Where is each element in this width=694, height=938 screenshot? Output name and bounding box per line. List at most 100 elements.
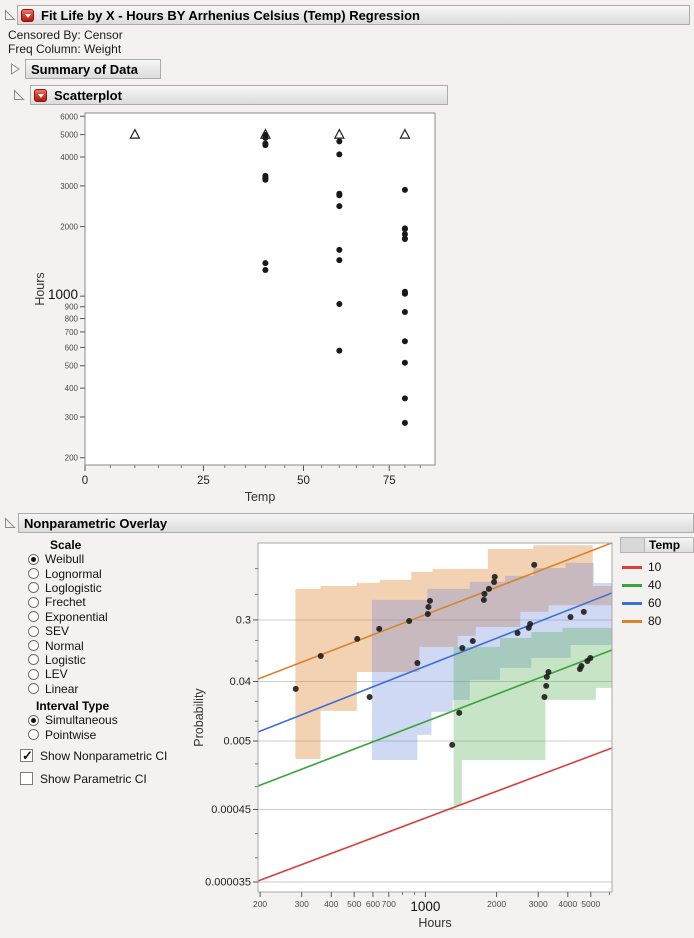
radio-label: LEV [45,667,68,682]
disclosure-open-icon[interactable] [4,517,16,529]
svg-text:600: 600 [65,343,79,352]
svg-text:4000: 4000 [60,153,78,162]
svg-text:4000: 4000 [558,899,577,909]
red-triangle-menu-icon[interactable] [34,88,47,102]
legend-item-80: 80 [620,612,694,630]
svg-text:800: 800 [65,315,79,324]
censored-marker [333,128,345,139]
radio-scale-loglogistic[interactable]: Loglogistic [28,581,108,595]
radio-icon[interactable] [28,568,39,580]
svg-text:600: 600 [366,899,380,909]
svg-text:300: 300 [295,899,309,909]
checkbox-checked-icon[interactable] [20,748,33,764]
ci-band-temp-80 [295,545,612,759]
radio-icon[interactable] [28,654,39,666]
svg-text:0.3: 0.3 [236,614,251,626]
interval-type-heading: Interval Type [36,699,110,713]
svg-text:400: 400 [324,899,338,909]
radio-icon[interactable] [28,582,39,594]
radio-icon[interactable] [28,729,39,741]
checkbox-unchecked-icon[interactable] [20,772,33,785]
svg-text:200: 200 [65,454,79,463]
svg-text:2000: 2000 [60,223,78,232]
svg-text:6000: 6000 [60,112,78,121]
radio-scale-sev[interactable]: SEV [28,624,108,638]
probability-axes: 0.3 0.04 0.005 0.00045 0.000035 200 300 400 500 6… [205,568,610,914]
radio-icon[interactable] [28,640,39,652]
legend-line-swatch [622,619,642,623]
fit-line-temp-80 [257,542,613,680]
svg-text:0.000035: 0.000035 [205,876,251,888]
radio-scale-exponential[interactable]: Exponential [28,610,108,624]
radio-scale-lognormal[interactable]: Lognormal [28,566,108,581]
scatter-xlabel: Temp [245,490,276,504]
radio-label: Lognormal [45,566,102,581]
scatter-ylabel: Hours [33,272,47,305]
censored-marker [259,128,271,139]
probability-ylabel: Probability [192,688,206,747]
radio-label: Normal [45,638,84,653]
nonparametric-overlay-header[interactable]: Nonparametric Overlay [18,513,694,533]
disclosure-open-icon[interactable] [4,9,16,21]
disclosure-collapsed-icon[interactable] [9,63,21,75]
svg-text:5000: 5000 [581,899,600,909]
radio-label: SEV [45,624,70,639]
svg-text:50: 50 [297,475,310,487]
checkbox-show-parametric-ci[interactable]: Show Parametric CI [20,767,167,790]
temp-legend: Temp 10 40 60 80 [620,537,694,630]
radio-scale-weibull[interactable]: Weibull [28,552,108,566]
checkbox-show-nonparametric-ci[interactable]: Show Nonparametric CI [20,744,167,767]
report-title-bar[interactable]: Fit Life by X - Hours BY Arrhenius Celsi… [17,5,690,25]
radio-scale-lev[interactable]: LEV [28,667,108,681]
scatterplot-header[interactable]: Scatterplot [30,85,448,105]
svg-text:500: 500 [347,899,361,909]
page-title: Fit Life by X - Hours BY Arrhenius Celsi… [41,7,420,23]
svg-text:400: 400 [65,384,79,393]
legend-title: Temp [644,537,694,553]
fit-line-temp-40 [257,649,613,787]
svg-text:900: 900 [65,303,79,312]
legend-item-40: 40 [620,576,694,594]
radio-label: Loglogistic [45,580,102,595]
scatter-points [129,128,411,426]
scatterplot-canvas: 2003004005006007008009001000200030004000… [33,112,436,504]
checkbox-label: Show Nonparametric CI [40,748,168,763]
scale-radio-group: Weibull Lognormal Loglogistic Frechet Expone… [28,552,108,696]
svg-text:500: 500 [65,362,79,371]
radio-label: Logistic [45,652,86,667]
radio-icon[interactable] [28,553,39,565]
radio-icon[interactable] [28,625,39,637]
radio-interval-simultaneous[interactable]: Simultaneous [28,713,118,727]
checkbox-label: Show Parametric CI [40,771,147,786]
radio-scale-frechet[interactable]: Frechet [28,595,108,609]
radio-icon[interactable] [28,683,39,695]
svg-text:300: 300 [65,413,79,422]
radio-icon[interactable] [28,596,39,608]
probability-xlabel: Hours [418,916,451,930]
svg-text:2000: 2000 [487,899,506,909]
radio-interval-pointwise[interactable]: Pointwise [28,727,118,742]
red-triangle-menu-icon[interactable] [21,8,34,22]
probability-plot-canvas: 0.3 0.04 0.005 0.00045 0.000035 200 300 400 500 6… [192,542,613,930]
summary-of-data-header[interactable]: Summary of Data [25,59,161,79]
nonparametric-overlay-label: Nonparametric Overlay [24,515,168,531]
radio-scale-logistic[interactable]: Logistic [28,653,108,667]
legend-line-swatch [622,601,642,605]
freq-column-line: Freq Column: Weight [8,42,122,56]
legend-item-60: 60 [620,594,694,612]
radio-scale-linear[interactable]: Linear [28,682,108,696]
radio-icon[interactable] [28,611,39,623]
radio-icon[interactable] [28,714,39,726]
interval-type-radio-group: Simultaneous Pointwise [28,713,118,742]
svg-text:3000: 3000 [529,899,548,909]
disclosure-open-icon[interactable] [13,89,25,101]
svg-text:700: 700 [65,328,79,337]
svg-text:700: 700 [382,899,396,909]
radio-label: Linear [45,681,79,696]
ci-band-temp-40 [453,627,612,806]
radio-scale-normal[interactable]: Normal [28,638,108,653]
probability-points [292,561,594,748]
radio-icon[interactable] [28,668,39,680]
svg-text:1000: 1000 [410,899,440,914]
